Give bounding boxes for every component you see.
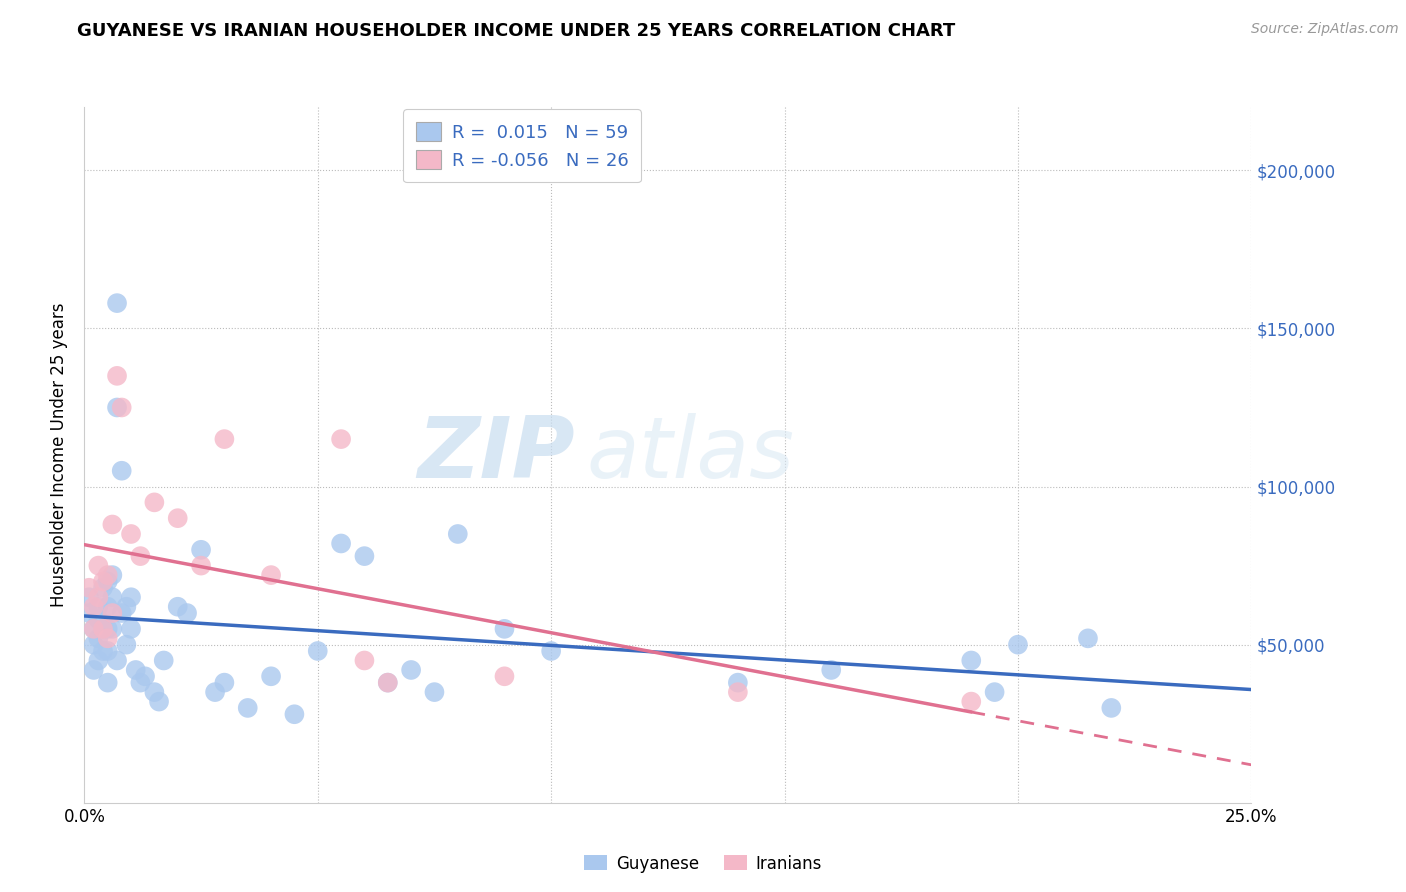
Point xyxy=(330,536,353,550)
Point xyxy=(983,685,1005,699)
Text: atlas: atlas xyxy=(586,413,794,497)
Point xyxy=(77,581,100,595)
Point xyxy=(143,685,166,699)
Point xyxy=(101,622,124,636)
Legend: R =  0.015   N = 59, R = -0.056   N = 26: R = 0.015 N = 59, R = -0.056 N = 26 xyxy=(404,109,641,182)
Point xyxy=(83,622,105,636)
Point xyxy=(129,675,152,690)
Point xyxy=(353,549,375,563)
Point xyxy=(540,644,562,658)
Point xyxy=(960,695,983,709)
Point xyxy=(87,612,110,626)
Point xyxy=(101,568,124,582)
Point xyxy=(399,663,422,677)
Text: ZIP: ZIP xyxy=(416,413,575,497)
Point xyxy=(260,568,283,582)
Point xyxy=(91,581,114,595)
Point xyxy=(83,622,105,636)
Point xyxy=(494,622,516,636)
Point xyxy=(83,663,105,677)
Text: Source: ZipAtlas.com: Source: ZipAtlas.com xyxy=(1251,22,1399,37)
Point xyxy=(727,685,749,699)
Point xyxy=(101,606,124,620)
Y-axis label: Householder Income Under 25 years: Householder Income Under 25 years xyxy=(51,302,69,607)
Point xyxy=(115,638,138,652)
Point xyxy=(204,685,226,699)
Point xyxy=(377,675,399,690)
Point xyxy=(101,591,124,605)
Point xyxy=(166,599,188,614)
Point xyxy=(190,558,212,573)
Point xyxy=(97,599,120,614)
Point xyxy=(377,675,399,690)
Point xyxy=(105,296,128,310)
Point xyxy=(1007,638,1029,652)
Point xyxy=(148,695,170,709)
Point xyxy=(111,401,134,415)
Point xyxy=(97,568,120,582)
Point xyxy=(423,685,446,699)
Point xyxy=(105,653,128,667)
Point xyxy=(260,669,283,683)
Point xyxy=(307,644,329,658)
Point xyxy=(97,644,120,658)
Point xyxy=(91,644,114,658)
Point xyxy=(283,707,305,722)
Point xyxy=(87,632,110,646)
Text: GUYANESE VS IRANIAN HOUSEHOLDER INCOME UNDER 25 YEARS CORRELATION CHART: GUYANESE VS IRANIAN HOUSEHOLDER INCOME U… xyxy=(77,22,956,40)
Point xyxy=(83,638,105,652)
Legend: Guyanese, Iranians: Guyanese, Iranians xyxy=(578,848,828,880)
Point xyxy=(166,511,188,525)
Point xyxy=(87,591,110,605)
Point xyxy=(214,675,236,690)
Point xyxy=(494,669,516,683)
Point xyxy=(87,653,110,667)
Point xyxy=(91,574,114,589)
Point xyxy=(214,432,236,446)
Point xyxy=(120,527,142,541)
Point xyxy=(87,599,110,614)
Point xyxy=(87,558,110,573)
Point xyxy=(820,663,842,677)
Point xyxy=(105,401,128,415)
Point xyxy=(152,653,174,667)
Point xyxy=(727,675,749,690)
Point xyxy=(129,549,152,563)
Point xyxy=(115,599,138,614)
Point xyxy=(353,653,375,667)
Point xyxy=(120,591,142,605)
Point xyxy=(97,574,120,589)
Point xyxy=(1077,632,1099,646)
Point xyxy=(1099,701,1122,715)
Point xyxy=(77,606,100,620)
Point xyxy=(111,464,134,478)
Point xyxy=(77,591,100,605)
Point xyxy=(125,663,148,677)
Point xyxy=(97,622,120,636)
Point xyxy=(960,653,983,667)
Point xyxy=(120,622,142,636)
Point xyxy=(447,527,470,541)
Point xyxy=(176,606,198,620)
Point xyxy=(101,517,124,532)
Point xyxy=(111,606,134,620)
Point xyxy=(134,669,156,683)
Point xyxy=(83,599,105,614)
Point xyxy=(236,701,259,715)
Point xyxy=(91,622,114,636)
Point xyxy=(97,675,120,690)
Point xyxy=(105,368,128,383)
Point xyxy=(143,495,166,509)
Point xyxy=(190,542,212,557)
Point xyxy=(97,632,120,646)
Point xyxy=(330,432,353,446)
Point xyxy=(91,622,114,636)
